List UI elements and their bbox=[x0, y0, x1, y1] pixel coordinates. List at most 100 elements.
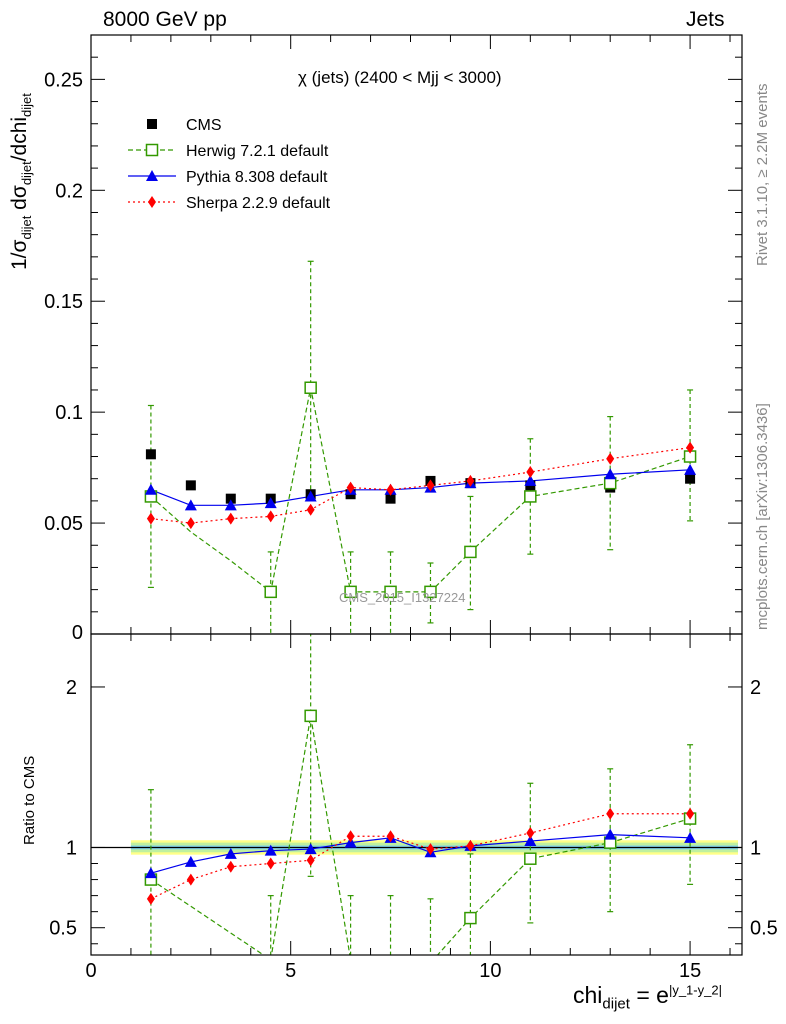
data-point bbox=[685, 473, 696, 484]
legend-label: Herwig 7.2.1 default bbox=[186, 143, 329, 160]
data-point bbox=[264, 497, 277, 509]
series-line-1 bbox=[150, 387, 691, 593]
ratio-point bbox=[606, 807, 615, 820]
data-point bbox=[344, 585, 357, 599]
data-point bbox=[144, 483, 157, 495]
ratio-point bbox=[224, 847, 237, 859]
series-line-2 bbox=[150, 469, 691, 506]
legend-marker bbox=[145, 143, 159, 157]
data-point bbox=[604, 468, 617, 480]
y-tick-label: 0.1 bbox=[55, 402, 83, 424]
ratio-point bbox=[684, 831, 697, 843]
legend: CMS Herwig 7.2.1 default Pythia 8.308 defa… bbox=[128, 117, 331, 212]
y-axis-label: 1/σdijet dσdijet/dchidijet bbox=[8, 93, 35, 270]
x-tick-label: 10 bbox=[479, 960, 501, 982]
data-point bbox=[684, 463, 697, 475]
ratio-point bbox=[464, 911, 477, 925]
ratio-point bbox=[524, 835, 537, 847]
ratio-point bbox=[144, 867, 157, 879]
legend-label: Pythia 8.308 default bbox=[186, 169, 328, 186]
data-point bbox=[386, 483, 395, 496]
data-point bbox=[266, 510, 275, 523]
data-point bbox=[306, 503, 315, 516]
data-point bbox=[185, 480, 196, 491]
ratio-point bbox=[266, 857, 275, 870]
ratio-point bbox=[304, 843, 317, 855]
data-point bbox=[464, 545, 477, 559]
data-point bbox=[186, 517, 195, 530]
ratio-tick-label-right: 1 bbox=[750, 837, 761, 859]
ratio-tick-label: 0.5 bbox=[49, 918, 77, 940]
series-markers bbox=[144, 381, 697, 925]
ratio-point bbox=[686, 807, 695, 820]
ratio-frame bbox=[90, 633, 743, 956]
data-point bbox=[146, 512, 155, 525]
watermark: CMS_2015_I1327224 bbox=[339, 590, 466, 605]
rivet-label: Rivet 3.1.10, ≥ 2.2M events bbox=[754, 83, 771, 267]
data-point bbox=[346, 481, 355, 494]
ratio-point bbox=[604, 828, 617, 840]
ratio-point bbox=[264, 844, 277, 856]
ratio-point bbox=[466, 839, 475, 852]
data-point bbox=[603, 476, 617, 490]
data-point bbox=[145, 449, 156, 460]
ratio-point bbox=[226, 860, 235, 873]
y-tick-label: 0.05 bbox=[44, 513, 83, 535]
ratio-tick-label: 2 bbox=[66, 677, 77, 699]
data-point bbox=[524, 474, 537, 486]
data-point bbox=[226, 512, 235, 525]
axis-ticks bbox=[90, 35, 742, 955]
ratio-point bbox=[146, 892, 155, 905]
y-tick-label: 0 bbox=[72, 622, 83, 644]
ratio-point bbox=[386, 830, 395, 843]
x-tick-label: 5 bbox=[285, 960, 296, 982]
x-axis-label: chidijet = e|y_1-y_2| bbox=[573, 982, 722, 1013]
header-left: 8000 GeV pp bbox=[103, 8, 227, 31]
legend-marker bbox=[148, 196, 156, 208]
y-tick-label: 0.15 bbox=[44, 291, 83, 313]
data-point bbox=[224, 499, 237, 511]
ratio-line-1 bbox=[150, 715, 691, 955]
ratio-point bbox=[306, 854, 315, 867]
data-point bbox=[385, 493, 396, 504]
data-point bbox=[384, 585, 397, 599]
data-point bbox=[426, 479, 435, 492]
legend-marker bbox=[147, 119, 157, 129]
ratio-point bbox=[184, 855, 197, 867]
data-point bbox=[606, 452, 615, 465]
legend-marker bbox=[146, 170, 158, 181]
chart-title: χ (jets) (2400 < Mjj < 3000) bbox=[298, 68, 502, 87]
ratio-point bbox=[524, 852, 537, 865]
data-point bbox=[686, 441, 695, 454]
series-lines bbox=[150, 387, 691, 955]
series-line-3 bbox=[150, 447, 691, 524]
data-point bbox=[184, 499, 197, 511]
error-bars bbox=[147, 260, 694, 955]
plot-frames bbox=[90, 34, 743, 956]
ratio-point bbox=[426, 843, 435, 856]
ratio-point bbox=[526, 827, 535, 840]
data-point bbox=[304, 381, 317, 394]
legend-label: Sherpa 2.2.9 default bbox=[186, 195, 331, 212]
data-point bbox=[264, 585, 277, 599]
ratio-tick-label-right: 0.5 bbox=[750, 918, 778, 940]
y-tick-label: 0.2 bbox=[55, 180, 83, 202]
data-point bbox=[526, 466, 535, 479]
ratio-point bbox=[346, 830, 355, 843]
x-tick-label: 15 bbox=[679, 960, 701, 982]
data-point bbox=[225, 493, 236, 504]
data-point bbox=[524, 490, 537, 503]
legend-label: CMS bbox=[186, 117, 222, 134]
y-tick-label: 0.25 bbox=[44, 69, 83, 91]
ratio-point bbox=[186, 873, 195, 886]
data-point bbox=[424, 585, 437, 599]
header-right: Jets bbox=[686, 8, 725, 31]
ratio-y-axis-label: Ratio to CMS bbox=[21, 755, 38, 845]
data-point bbox=[304, 490, 317, 502]
ratio-point bbox=[304, 709, 317, 723]
mcplots-label: mcplots.cern.ch [arXiv:1306.3436] bbox=[754, 403, 771, 630]
data-point bbox=[466, 474, 475, 487]
ratio-tick-label: 1 bbox=[66, 837, 77, 859]
tick-labels: 0 5 10 15 0.05 0.1 0.15 0.2 0.25 0 0.5 0.5 1 1 2 2 bbox=[44, 69, 778, 982]
